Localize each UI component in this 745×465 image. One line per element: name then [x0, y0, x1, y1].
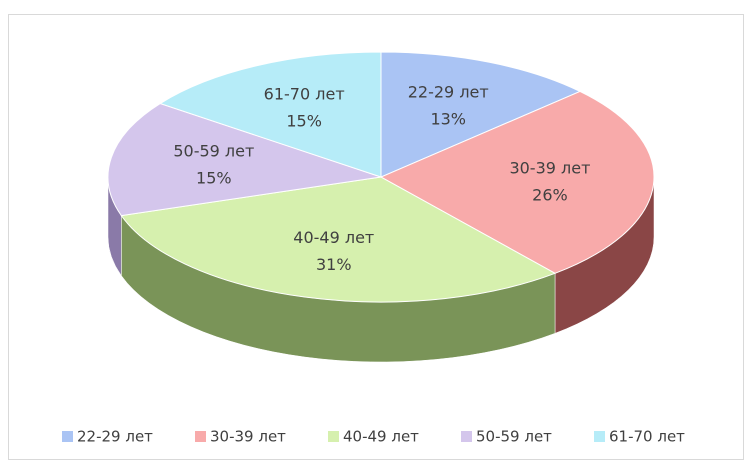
legend-label: 40-49 лет: [343, 428, 419, 446]
slice: [158, 51, 382, 178]
legend-label: 30-39 лет: [210, 428, 286, 446]
slice: [120, 176, 557, 303]
slice-value-label: 26%: [532, 185, 568, 204]
slice-category-label: 50-59 лет: [173, 141, 254, 160]
slice: [380, 51, 582, 178]
slice-category-label: 22-29 лет: [408, 82, 489, 101]
slice-category-label: 61-70 лет: [264, 84, 345, 103]
legend-swatch: [328, 431, 339, 442]
legend-swatch: [461, 431, 472, 442]
legend-swatch: [594, 431, 605, 442]
slice-value-label: 15%: [286, 111, 322, 130]
slice-value-label: 13%: [430, 109, 466, 128]
slice: [379, 90, 655, 274]
legend-label: 50-59 лет: [476, 428, 552, 446]
legend-label: 61-70 лет: [609, 428, 685, 446]
slice: [107, 102, 382, 217]
slice-value-label: 15%: [196, 168, 232, 187]
slice-value-label: 31%: [316, 255, 352, 274]
legend-swatch: [62, 431, 73, 442]
legend-swatch: [195, 431, 206, 442]
legend-label: 22-29 лет: [77, 428, 153, 446]
slice-category-label: 40-49 лет: [293, 228, 374, 247]
slice-category-label: 30-39 лет: [509, 158, 590, 177]
